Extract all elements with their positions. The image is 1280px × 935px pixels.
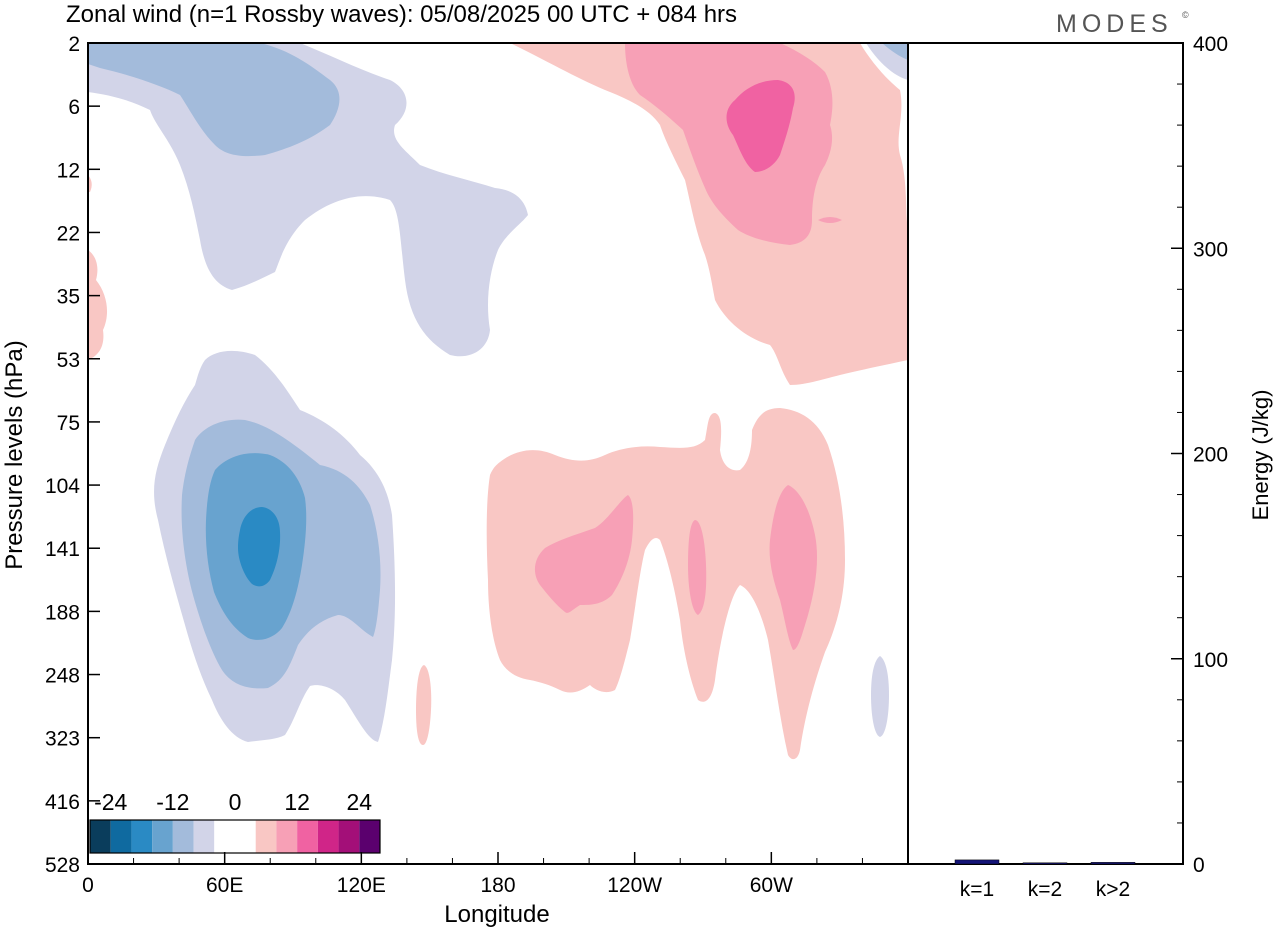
x-tick-label: 120E	[337, 874, 386, 897]
y-tick-label: 248	[45, 665, 80, 688]
energy-y-tick-label: 0	[1193, 854, 1205, 877]
contour-mid-left-min	[238, 507, 281, 587]
contour-small-pink-150e	[416, 665, 432, 745]
y-tick-label: 35	[57, 286, 80, 309]
y-tick-label: 22	[57, 222, 80, 245]
colorbar-labels: -24 -12 0 12 24	[94, 789, 372, 815]
contour-small-blue-75w	[871, 656, 889, 737]
x-tick-label: 180	[480, 874, 515, 897]
colorbar-cell	[214, 820, 235, 853]
colorbar-label: -12	[156, 789, 189, 815]
colorbar-cell	[276, 820, 298, 853]
energy-y-tick-label: 300	[1193, 238, 1228, 261]
y-tick-label: 323	[45, 728, 80, 751]
colorbar-label: 24	[346, 789, 372, 815]
y-tick-label: 6	[68, 96, 80, 119]
y-tick-label: 104	[45, 475, 80, 498]
energy-category-label: k=1	[960, 878, 994, 901]
y-tick-label: 141	[45, 538, 80, 561]
energy-category-label: k=2	[1028, 878, 1062, 901]
y-tick-label: 75	[57, 412, 80, 435]
energy-bars	[954, 859, 1136, 865]
colorbar-cell	[255, 820, 277, 853]
y-tick-label: 188	[45, 601, 80, 624]
colorbar-label: -24	[94, 789, 127, 815]
energy-y-tick-label: 200	[1193, 444, 1228, 467]
contour-plot: -24 -12 0 12 24 0 60E 120E 180 120W 60W 2 6 12 22 35 53…	[1, 33, 909, 928]
contour-fills	[88, 43, 908, 760]
colorbar: -24 -12 0 12 24	[80, 786, 384, 864]
x-tick-label: 0	[82, 874, 94, 897]
y-tick-label: 53	[57, 349, 80, 372]
contour-axes: 0 60E 120E 180 120W 60W 2 6 12 22 35 53 75 104 141 188 2…	[45, 33, 863, 897]
colorbar-cell	[131, 820, 153, 853]
contour-mid-right-pink-core-2	[688, 520, 707, 615]
colorbar-cell	[193, 820, 215, 853]
energy-bar	[1022, 862, 1068, 865]
brand-mark: ©	[1182, 10, 1189, 20]
contour-left-edge-pink	[88, 250, 108, 360]
energy-axes: 0 100 200 300 400 k=1 k=2 k>2	[960, 33, 1228, 901]
x-tick-label: 60W	[750, 874, 793, 897]
energy-bar	[1090, 862, 1136, 865]
contour-upper-right-blue-core	[882, 43, 908, 60]
colorbar-cell	[235, 820, 256, 853]
colorbar-cell	[338, 820, 360, 853]
colorbar-label: 0	[229, 789, 242, 815]
energy-category-label: k>2	[1096, 878, 1130, 901]
y-tick-label: 416	[45, 791, 80, 814]
colorbar-cell	[90, 820, 111, 853]
colorbar-cell	[317, 820, 339, 853]
colorbar-cell	[359, 820, 380, 853]
energy-bar	[954, 859, 1000, 865]
contour-upper-right-pink-small	[818, 217, 842, 223]
colorbar-cell	[110, 820, 132, 853]
y-tick-label: 12	[57, 159, 80, 182]
colorbar-cells	[89, 819, 381, 854]
x-tick-label: 60E	[206, 874, 243, 897]
chart-title: Zonal wind (n=1 Rossby waves): 05/08/202…	[66, 1, 737, 28]
contour-mid-right-pink-core-3	[769, 485, 818, 650]
colorbar-cell	[297, 820, 318, 853]
energy-y-axis-label: Energy (J/kg)	[1248, 390, 1273, 521]
y-tick-label: 528	[45, 854, 80, 877]
brand-text: MODES	[1056, 10, 1173, 38]
x-axis-label: Longitude	[444, 901, 549, 928]
y-tick-label: 2	[68, 33, 80, 56]
energy-bar-chart: 0 100 200 300 400 k=1 k=2 k>2 Energy (J/kg)	[907, 33, 1273, 901]
y-axis-label: Pressure levels (hPa)	[1, 340, 28, 569]
colorbar-cell	[172, 820, 194, 853]
energy-y-tick-label: 400	[1193, 33, 1228, 56]
colorbar-frame	[89, 819, 381, 854]
contour-upper-right-pink-max	[726, 80, 795, 172]
colorbar-cell	[152, 820, 173, 853]
energy-y-tick-label: 100	[1193, 649, 1228, 672]
contour-mid-right-pink-core-1	[534, 495, 634, 613]
modes-logo: MODES ©	[1056, 10, 1189, 38]
colorbar-label: 12	[284, 789, 310, 815]
contour-upper-left-blue	[88, 43, 340, 157]
contour-mid-right-pink	[486, 408, 845, 760]
x-tick-label: 120W	[607, 874, 662, 897]
